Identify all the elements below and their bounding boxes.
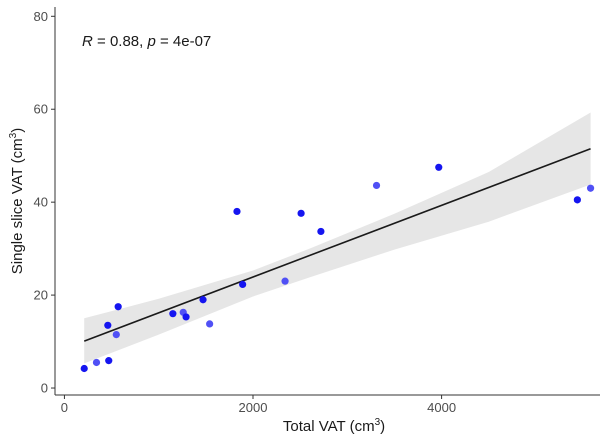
x-axis-title-text: Total VAT (cm [283, 418, 375, 435]
x-tick-label: 0 [61, 400, 68, 415]
r-value-text: = 0.88, [93, 33, 148, 50]
confidence-band-layer [84, 112, 591, 364]
data-point [80, 364, 88, 373]
data-point [112, 330, 120, 339]
p-value-text: = 4e-07 [156, 33, 211, 50]
p-symbol: p [146, 33, 155, 50]
data-point [372, 181, 381, 190]
data-point [233, 207, 241, 216]
x-axis-title: Total VAT (cm3) [283, 417, 385, 435]
data-point [239, 280, 247, 289]
x-axis-title-tail: ) [380, 418, 385, 435]
y-tick-label: 60 [34, 102, 48, 117]
data-point [92, 358, 101, 367]
y-axis-title: Single slice VAT (cm3) [8, 128, 26, 274]
data-points-layer [80, 163, 595, 373]
regression-line [83, 147, 591, 342]
y-axis-title-superscript: 3 [8, 132, 19, 138]
axes-layer: 0 20 40 60 80 0 2000 4000 [34, 7, 600, 415]
x-tick-label: 4000 [427, 400, 456, 415]
y-tick-label: 40 [34, 195, 48, 210]
data-point [182, 313, 190, 321]
data-point [169, 310, 177, 318]
y-axis-title-text: Single slice VAT (cm [9, 138, 26, 274]
correlation-annotation: R = 0.88, p = 4e-07 [82, 33, 211, 50]
x-axis-title-superscript: 3 [375, 417, 381, 428]
y-axis-title-tail: ) [9, 128, 26, 133]
data-point [281, 277, 289, 285]
data-point [317, 227, 325, 236]
y-tick-label: 80 [34, 9, 48, 24]
data-point [206, 320, 214, 328]
data-point [104, 321, 112, 329]
data-point [105, 357, 113, 365]
regression-line-layer [83, 147, 591, 342]
data-point [435, 163, 443, 171]
y-tick-label: 20 [34, 288, 48, 303]
data-point [114, 303, 122, 311]
data-point [586, 184, 595, 192]
confidence-band [84, 112, 591, 364]
data-point [199, 296, 207, 304]
data-point [297, 209, 305, 217]
r-symbol: R [82, 33, 93, 50]
y-tick-label: 0 [41, 381, 48, 396]
data-point [573, 196, 581, 204]
x-tick-label: 2000 [239, 400, 268, 415]
